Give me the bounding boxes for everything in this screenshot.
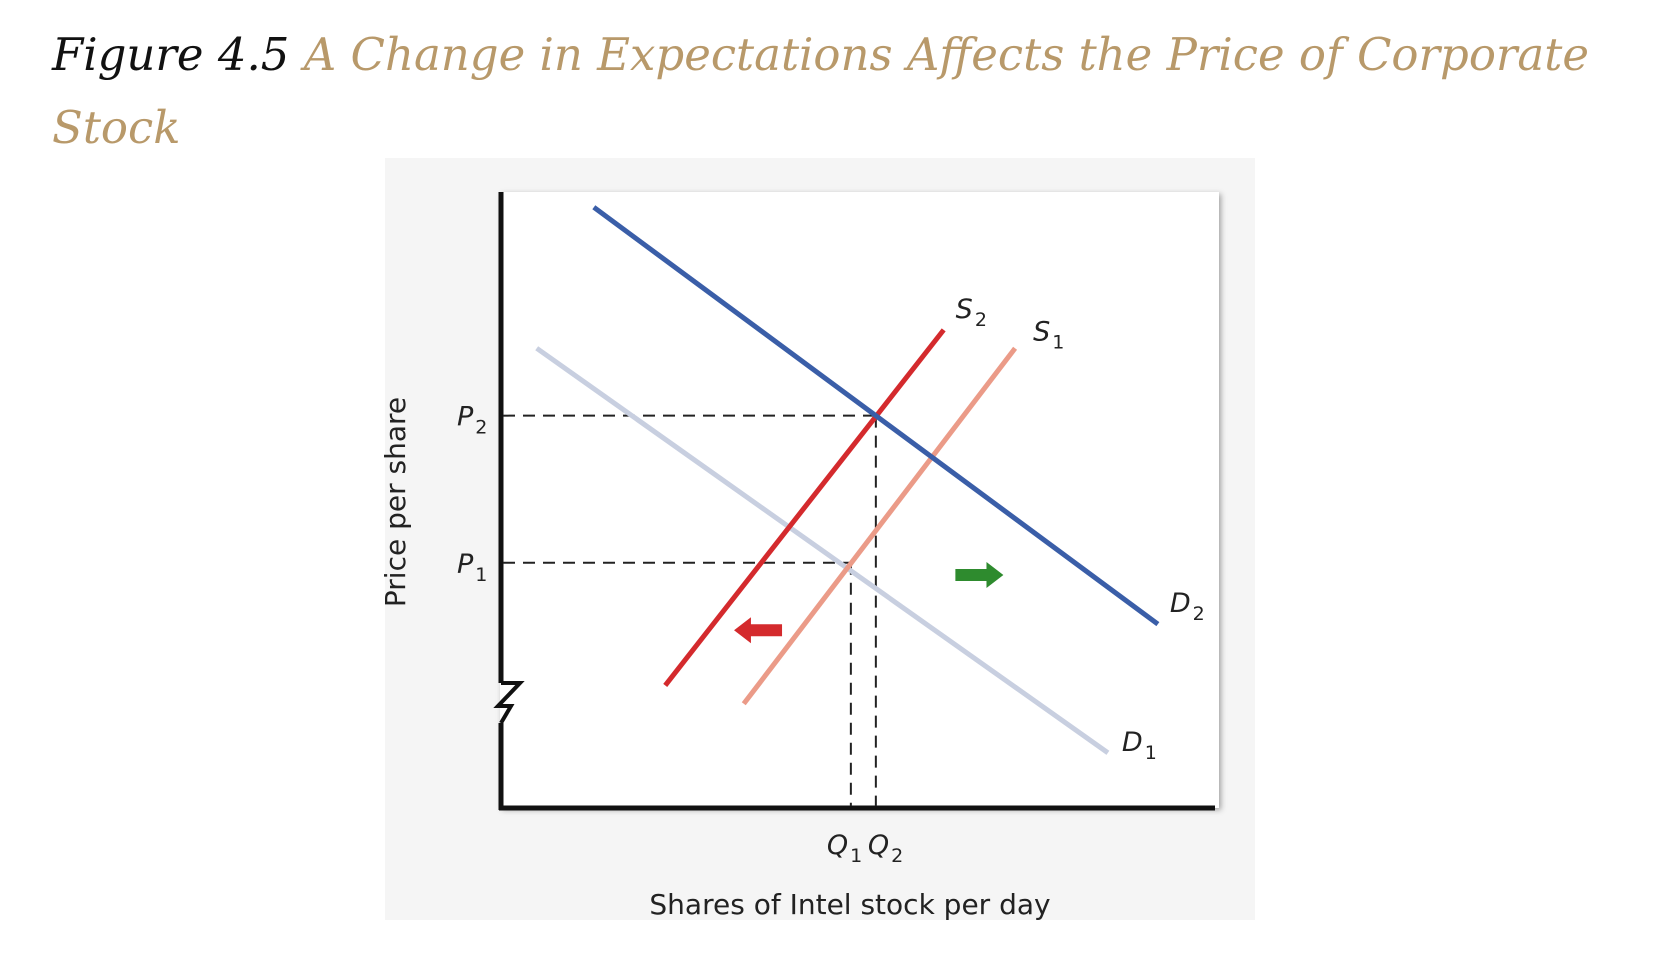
y-axis-break-mark xyxy=(493,681,525,725)
figure-label: Figure 4.5 xyxy=(52,28,290,81)
shift-arrow-left-s xyxy=(734,617,783,644)
x-axis-label: Shares of Intel stock per day xyxy=(649,888,1050,921)
plot-panel xyxy=(500,192,1219,808)
figure-title: A Change in Expectations Affects the Pri… xyxy=(52,28,1589,154)
shift-arrow-right-d xyxy=(955,562,1004,589)
series-line-d1 xyxy=(535,346,1110,755)
series-line-s1 xyxy=(741,346,1018,706)
series-line-d2 xyxy=(592,205,1160,627)
y-axis-label: Price per share xyxy=(379,397,412,607)
series-line-s2 xyxy=(663,328,946,687)
figure-caption: Figure 4.5 A Change in Expectations Affe… xyxy=(52,18,1612,164)
